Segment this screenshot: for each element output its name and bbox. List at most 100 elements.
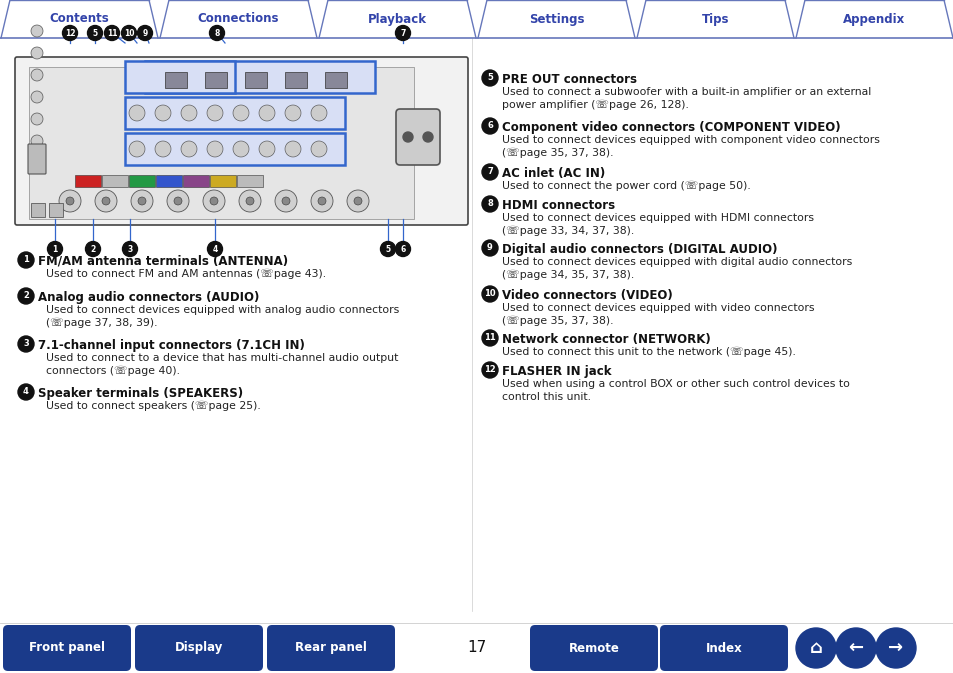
Text: power amplifier (☏page 26, 128).: power amplifier (☏page 26, 128). — [501, 100, 688, 110]
Circle shape — [317, 197, 326, 205]
Text: Used to connect devices equipped with digital audio connectors: Used to connect devices equipped with di… — [501, 257, 851, 267]
Text: 7: 7 — [400, 28, 405, 38]
FancyBboxPatch shape — [3, 625, 131, 671]
Circle shape — [86, 242, 100, 256]
FancyBboxPatch shape — [135, 625, 263, 671]
Circle shape — [795, 628, 835, 668]
Circle shape — [311, 141, 327, 157]
Circle shape — [233, 141, 249, 157]
Circle shape — [207, 105, 223, 121]
Circle shape — [122, 242, 137, 256]
Circle shape — [347, 190, 369, 212]
Text: Remote: Remote — [568, 641, 618, 655]
Circle shape — [210, 197, 218, 205]
Text: Rear panel: Rear panel — [294, 641, 367, 655]
Text: 12: 12 — [483, 365, 496, 374]
Text: 7: 7 — [487, 168, 493, 176]
Circle shape — [354, 197, 361, 205]
Circle shape — [395, 242, 410, 256]
Circle shape — [18, 384, 34, 400]
Circle shape — [18, 336, 34, 352]
FancyBboxPatch shape — [28, 144, 46, 174]
Text: control this unit.: control this unit. — [501, 392, 590, 402]
Circle shape — [129, 141, 145, 157]
Circle shape — [95, 190, 117, 212]
Text: (☏page 35, 37, 38).: (☏page 35, 37, 38). — [501, 316, 613, 326]
FancyBboxPatch shape — [125, 61, 234, 93]
Circle shape — [481, 240, 497, 256]
Polygon shape — [795, 0, 952, 38]
Text: Used when using a control BOX or other such control devices to: Used when using a control BOX or other s… — [501, 379, 849, 389]
Text: FM/AM antenna terminals (ANTENNA): FM/AM antenna terminals (ANTENNA) — [38, 255, 288, 268]
FancyBboxPatch shape — [530, 625, 658, 671]
Circle shape — [285, 105, 301, 121]
Text: Playback: Playback — [368, 13, 427, 26]
Text: 6: 6 — [487, 122, 493, 131]
Circle shape — [48, 242, 63, 256]
Text: 11: 11 — [483, 334, 496, 343]
Circle shape — [402, 132, 413, 142]
Text: 2: 2 — [91, 244, 95, 254]
Text: (☏page 35, 37, 38).: (☏page 35, 37, 38). — [501, 148, 613, 158]
Text: Used to connect the power cord (☏page 50).: Used to connect the power cord (☏page 50… — [501, 181, 750, 191]
Circle shape — [481, 330, 497, 346]
Bar — [205, 72, 227, 88]
Text: Contents: Contents — [50, 13, 110, 26]
Circle shape — [121, 26, 136, 40]
Circle shape — [233, 105, 249, 121]
Circle shape — [131, 190, 152, 212]
Text: 9: 9 — [142, 28, 148, 38]
Circle shape — [210, 26, 224, 40]
Text: (☏page 34, 35, 37, 38).: (☏page 34, 35, 37, 38). — [501, 270, 634, 280]
Bar — [325, 72, 347, 88]
Text: Front panel: Front panel — [29, 641, 105, 655]
Text: 5: 5 — [385, 244, 390, 254]
Circle shape — [207, 141, 223, 157]
Circle shape — [30, 135, 43, 147]
Circle shape — [88, 26, 102, 40]
Text: 1: 1 — [23, 256, 29, 264]
Text: Used to connect to a device that has multi-channel audio output: Used to connect to a device that has mul… — [46, 353, 398, 363]
Text: Used to connect FM and AM antennas (☏page 43).: Used to connect FM and AM antennas (☏pag… — [46, 269, 326, 279]
Text: 3: 3 — [128, 244, 132, 254]
Circle shape — [258, 141, 274, 157]
Bar — [156, 175, 182, 187]
Polygon shape — [160, 0, 316, 38]
Text: Used to connect devices equipped with video connectors: Used to connect devices equipped with vi… — [501, 303, 814, 313]
Circle shape — [481, 286, 497, 302]
Text: →: → — [887, 639, 902, 657]
Circle shape — [18, 288, 34, 304]
Text: Used to connect speakers (☏page 25).: Used to connect speakers (☏page 25). — [46, 401, 260, 411]
Text: 5: 5 — [92, 28, 97, 38]
Circle shape — [30, 69, 43, 81]
Circle shape — [129, 105, 145, 121]
Text: Appendix: Appendix — [842, 13, 904, 26]
FancyBboxPatch shape — [15, 57, 468, 225]
Text: AC inlet (AC IN): AC inlet (AC IN) — [501, 167, 604, 180]
Text: connectors (☏page 40).: connectors (☏page 40). — [46, 366, 180, 376]
Polygon shape — [477, 0, 635, 38]
Circle shape — [59, 190, 81, 212]
Circle shape — [30, 91, 43, 103]
Circle shape — [258, 105, 274, 121]
Circle shape — [239, 190, 261, 212]
Polygon shape — [318, 0, 476, 38]
Circle shape — [167, 190, 189, 212]
Bar — [129, 175, 154, 187]
Circle shape — [18, 252, 34, 268]
FancyBboxPatch shape — [145, 61, 375, 93]
Text: HDMI connectors: HDMI connectors — [501, 199, 615, 212]
Text: 8: 8 — [487, 199, 493, 209]
Text: Display: Display — [174, 641, 223, 655]
Circle shape — [105, 26, 119, 40]
Polygon shape — [1, 0, 158, 38]
Text: 4: 4 — [213, 244, 217, 254]
Circle shape — [835, 628, 875, 668]
Text: Used to connect devices equipped with analog audio connectors: Used to connect devices equipped with an… — [46, 305, 399, 315]
Circle shape — [63, 26, 77, 40]
Text: 2: 2 — [23, 291, 29, 301]
Circle shape — [481, 196, 497, 212]
Circle shape — [481, 70, 497, 86]
FancyBboxPatch shape — [395, 109, 439, 165]
Bar — [29, 67, 414, 219]
